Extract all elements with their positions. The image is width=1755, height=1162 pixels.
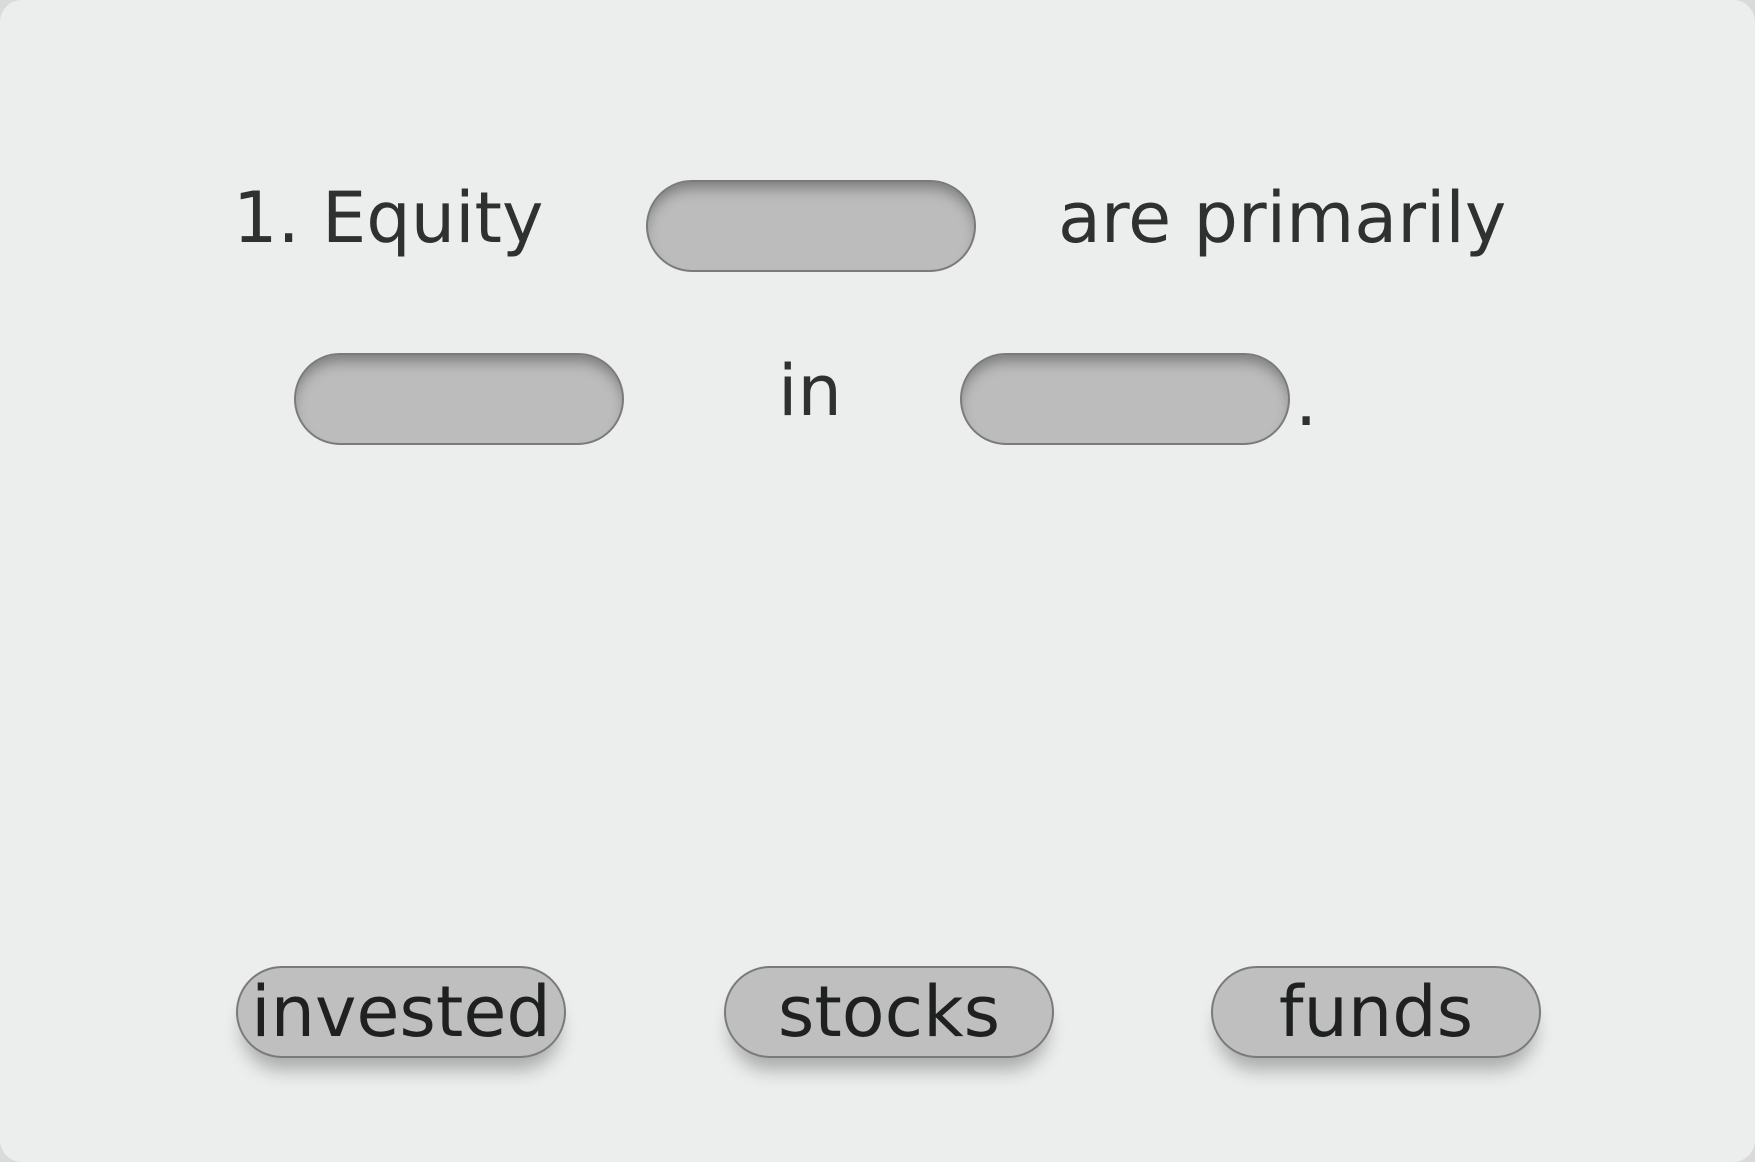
sentence-connector-text: in: [778, 350, 842, 432]
word-chip-funds[interactable]: funds: [1211, 966, 1541, 1058]
blank-slot-2[interactable]: [294, 353, 624, 445]
blank-slot-1[interactable]: [646, 180, 976, 272]
sentence-period: .: [1295, 360, 1318, 442]
sentence-start-text: 1. Equity: [233, 177, 544, 259]
word-chip-stocks[interactable]: stocks: [724, 966, 1054, 1058]
word-chip-invested[interactable]: invested: [236, 966, 566, 1058]
blank-slot-3[interactable]: [960, 353, 1290, 445]
sentence-middle-text: are primarily: [1058, 177, 1507, 259]
